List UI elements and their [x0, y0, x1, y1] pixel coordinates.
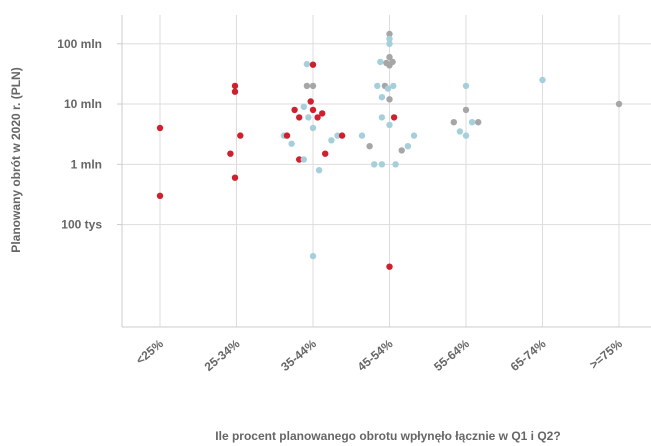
data-point-red [231, 88, 239, 95]
data-point-gray [386, 30, 393, 38]
y-tick-labels: 100 tys 1 mln 10 mln 100 mln [57, 37, 122, 232]
data-point-red [309, 106, 317, 114]
data-point-blue [378, 161, 386, 168]
data-point-blue [410, 132, 418, 139]
data-point-gray [303, 82, 311, 90]
data-point-red [291, 106, 298, 114]
data-point-blue [456, 128, 464, 135]
data-point-blue [300, 156, 307, 163]
y-tick-label: 1 mln [71, 157, 102, 171]
data-point-red [156, 192, 164, 199]
data-point-blue [462, 82, 470, 90]
data-point-blue [377, 58, 384, 66]
data-point-blue [378, 114, 386, 121]
data-point-blue [390, 82, 397, 90]
data-point-blue [468, 119, 476, 126]
data-point-red [231, 82, 239, 90]
data-point-gray [386, 96, 393, 103]
data-point-gray [366, 143, 373, 150]
data-point-red [322, 150, 329, 157]
data-point-blue [386, 35, 393, 43]
data-point-red [319, 110, 326, 117]
x-tick-label: 25-34% [202, 336, 243, 374]
data-points [156, 30, 623, 270]
x-tick-label: 65-74% [508, 336, 549, 374]
data-point-blue [334, 132, 341, 139]
data-point-blue [404, 143, 412, 150]
y-axis-title: Planowany obrót w 2020 r. (PLN) [9, 67, 23, 252]
data-point-red [156, 124, 164, 132]
data-point-blue [358, 132, 366, 139]
data-point-blue [303, 60, 311, 68]
data-point-gray [309, 82, 317, 90]
data-point-blue [386, 121, 393, 129]
y-tick-label: 10 mln [64, 97, 102, 111]
x-tick-label: 35-44% [278, 336, 319, 374]
data-point-blue [300, 103, 307, 111]
data-point-blue [386, 40, 393, 47]
data-point-gray [475, 119, 482, 126]
grid-lines [122, 15, 651, 327]
data-point-blue [315, 167, 323, 174]
data-point-red [237, 132, 244, 139]
data-point-blue [374, 82, 381, 90]
data-point-blue [288, 140, 295, 147]
data-point-gray [386, 53, 393, 61]
data-point-red [227, 150, 234, 157]
data-point-gray [615, 100, 623, 108]
data-point-gray [389, 58, 396, 66]
data-point-blue [309, 124, 317, 132]
data-point-blue [378, 94, 386, 101]
x-tick-label: >=75% [587, 336, 625, 371]
data-point-blue [371, 161, 378, 168]
data-point-blue [392, 161, 399, 168]
data-point-red [307, 98, 314, 105]
data-point-blue [328, 137, 335, 144]
data-point-red [296, 114, 303, 121]
data-point-red [338, 132, 346, 139]
data-point-blue [305, 114, 312, 121]
data-point-blue [309, 252, 317, 260]
data-point-gray [450, 119, 457, 126]
x-tick-label: 55-64% [431, 336, 472, 374]
x-axis-title: Ile procent planowanego obrotu wpłynęło … [215, 429, 560, 443]
data-point-red [296, 156, 303, 163]
data-point-gray [398, 147, 405, 154]
data-point-red [314, 114, 321, 121]
data-point-red [309, 61, 317, 68]
x-tick-labels: <25% 25-34% 35-44% 45-54% 55-64% 65-74% >=75% [133, 336, 625, 374]
data-point-red [283, 132, 291, 139]
data-point-gray [462, 106, 470, 114]
y-tick-label: 100 mln [57, 37, 102, 51]
data-point-blue [384, 85, 392, 92]
x-tick-label: <25% [133, 336, 166, 367]
data-point-red [390, 114, 398, 121]
data-point-red [386, 263, 393, 270]
data-point-blue [539, 76, 546, 84]
data-point-red [231, 174, 239, 181]
y-tick-label: 100 tys [61, 218, 102, 232]
x-tick-label: 45-54% [355, 336, 396, 374]
data-point-blue [462, 132, 470, 139]
